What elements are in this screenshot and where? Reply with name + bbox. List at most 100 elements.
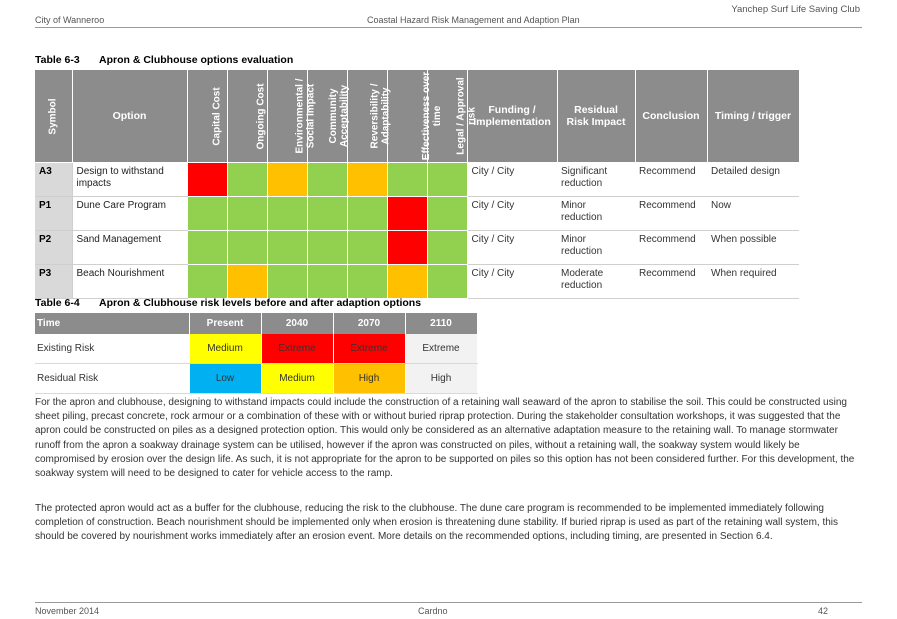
residual-risk-cell: Minor reduction: [557, 230, 635, 265]
table-row-residual-risk: Residual Risk Low Medium High High: [35, 363, 478, 394]
table-row-existing-risk: Existing Risk Medium Extreme Extreme Ext…: [35, 334, 478, 364]
col-ongoing-cost: Ongoing Cost: [227, 70, 268, 163]
row-label: Residual Risk: [35, 363, 190, 394]
residual-line: reduction: [561, 280, 603, 291]
header-divider: [35, 27, 862, 28]
rating-capital-cost: [186, 162, 228, 197]
funding-cell: City / City: [467, 162, 557, 197]
footer-date: November 2014: [35, 606, 100, 616]
col-community: Community Acceptability: [307, 70, 350, 163]
col-funding: Funding / Implementation: [467, 70, 558, 163]
col-residual-risk: Residual Risk Impact: [557, 70, 636, 163]
rating-legal-approval: [426, 230, 468, 265]
table-row-p2: P2 Sand Management City / City Minor reducti…: [35, 230, 799, 265]
option-name: Sand Management: [71, 230, 187, 265]
col-time: Time: [35, 313, 190, 334]
rating-ongoing-cost: [226, 264, 268, 299]
col-2070: 2070: [333, 313, 406, 334]
risk-cell: Medium: [189, 334, 262, 364]
risk-cell: Extreme: [261, 334, 334, 364]
body-paragraph-1: For the apron and clubhouse, designing t…: [35, 397, 855, 480]
rating-legal-approval: [426, 264, 468, 299]
col-present: Present: [189, 313, 262, 334]
option-symbol: P1: [35, 196, 72, 231]
rating-environmental-social: [266, 230, 308, 265]
option-name-line: Design to withstand: [76, 166, 164, 177]
risk-cell: Extreme: [405, 334, 478, 364]
residual-line: Significant: [561, 166, 608, 177]
option-name-line: impacts: [76, 178, 111, 189]
residual-line: reduction: [561, 178, 603, 189]
table-row-a3: A3 Design to withstand impacts City / City S…: [35, 162, 799, 197]
table-header-row: Time Present 2040 2070 2110: [35, 313, 478, 334]
footer-company: Cardno: [418, 606, 448, 616]
conclusion-cell: Recommend: [635, 264, 707, 299]
risk-cell: Low: [189, 363, 262, 394]
rating-environmental-social: [266, 264, 308, 299]
body-paragraph-2: The protected apron would act as a buffe…: [35, 503, 839, 543]
rating-reversibility: [346, 196, 388, 231]
risk-levels-table: Time Present 2040 2070 2110 Existing Ris…: [35, 313, 478, 394]
rating-ongoing-cost: [226, 196, 268, 231]
table-row-p3: P3 Beach Nourishment City / City Moderate re…: [35, 264, 799, 299]
residual-line: Minor: [561, 234, 587, 245]
row-label: Existing Risk: [35, 334, 190, 364]
col-effectiveness: Effectiveness over time: [387, 70, 443, 163]
rating-effectiveness: [386, 196, 428, 231]
risk-cell: Extreme: [333, 334, 406, 364]
table-6-3-caption: Table 6-3 Apron & Clubhouse options evalu…: [35, 54, 293, 66]
residual-risk-cell: Moderate reduction: [557, 264, 635, 299]
rating-ongoing-cost: [226, 230, 268, 265]
rating-reversibility: [346, 162, 388, 197]
timing-cell: Detailed design: [707, 162, 799, 197]
header-organization: Yanchep Surf Life Saving Club: [731, 4, 860, 15]
conclusion-cell: Recommend: [635, 196, 707, 231]
col-option: Option: [72, 70, 188, 163]
timing-cell: When possible: [707, 230, 799, 265]
caption-title: Apron & Clubhouse options evaluation: [99, 54, 294, 66]
rating-environmental-social: [266, 196, 308, 231]
option-symbol: A3: [35, 162, 72, 197]
risk-cell: High: [333, 363, 406, 394]
col-environmental-social: Environmental / Social Impact: [267, 70, 316, 163]
header-client: City of Wanneroo: [35, 15, 105, 25]
rating-legal-approval: [426, 162, 468, 197]
rating-capital-cost: [186, 230, 228, 265]
rating-effectiveness: [386, 264, 428, 299]
rating-community: [306, 162, 348, 197]
caption-number: Table 6-4: [35, 297, 80, 309]
option-name: Beach Nourishment: [71, 264, 187, 299]
rating-community: [306, 230, 348, 265]
header-document-title: Coastal Hazard Risk Management and Adapt…: [367, 15, 580, 25]
rating-capital-cost: [186, 196, 228, 231]
rating-legal-approval: [426, 196, 468, 231]
col-capital-cost: Capital Cost: [187, 70, 228, 163]
residual-risk-cell: Minor reduction: [557, 196, 635, 231]
rating-effectiveness: [386, 162, 428, 197]
col-symbol: Symbol: [35, 70, 73, 163]
conclusion-cell: Recommend: [635, 230, 707, 265]
risk-cell: Medium: [261, 363, 334, 394]
table-header-row: Symbol Option Capital Cost Ongoing Cost …: [35, 70, 800, 163]
option-symbol: P2: [35, 230, 72, 265]
footer-divider: [35, 602, 862, 603]
risk-cell: High: [405, 363, 478, 394]
rating-reversibility: [346, 264, 388, 299]
option-symbol: P3: [35, 264, 72, 299]
page-number: 42: [818, 606, 829, 616]
option-name: Dune Care Program: [71, 196, 187, 231]
option-name: Design to withstand impacts: [71, 162, 187, 197]
rating-ongoing-cost: [226, 162, 268, 197]
conclusion-cell: Recommend: [635, 162, 707, 197]
funding-cell: City / City: [467, 196, 557, 231]
col-timing: Timing / trigger: [707, 70, 800, 163]
residual-line: reduction: [561, 246, 603, 257]
table-row-p1: P1 Dune Care Program City / City Minor reduc…: [35, 196, 799, 231]
option-name-line: Dune Care Program: [76, 200, 166, 211]
rating-community: [306, 196, 348, 231]
residual-line: Minor: [561, 200, 587, 211]
residual-line: Moderate: [561, 268, 604, 279]
col-2110: 2110: [405, 313, 478, 334]
col-reversibility: Reversibility / Adaptability: [347, 70, 391, 163]
residual-risk-cell: Significant reduction: [557, 162, 635, 197]
